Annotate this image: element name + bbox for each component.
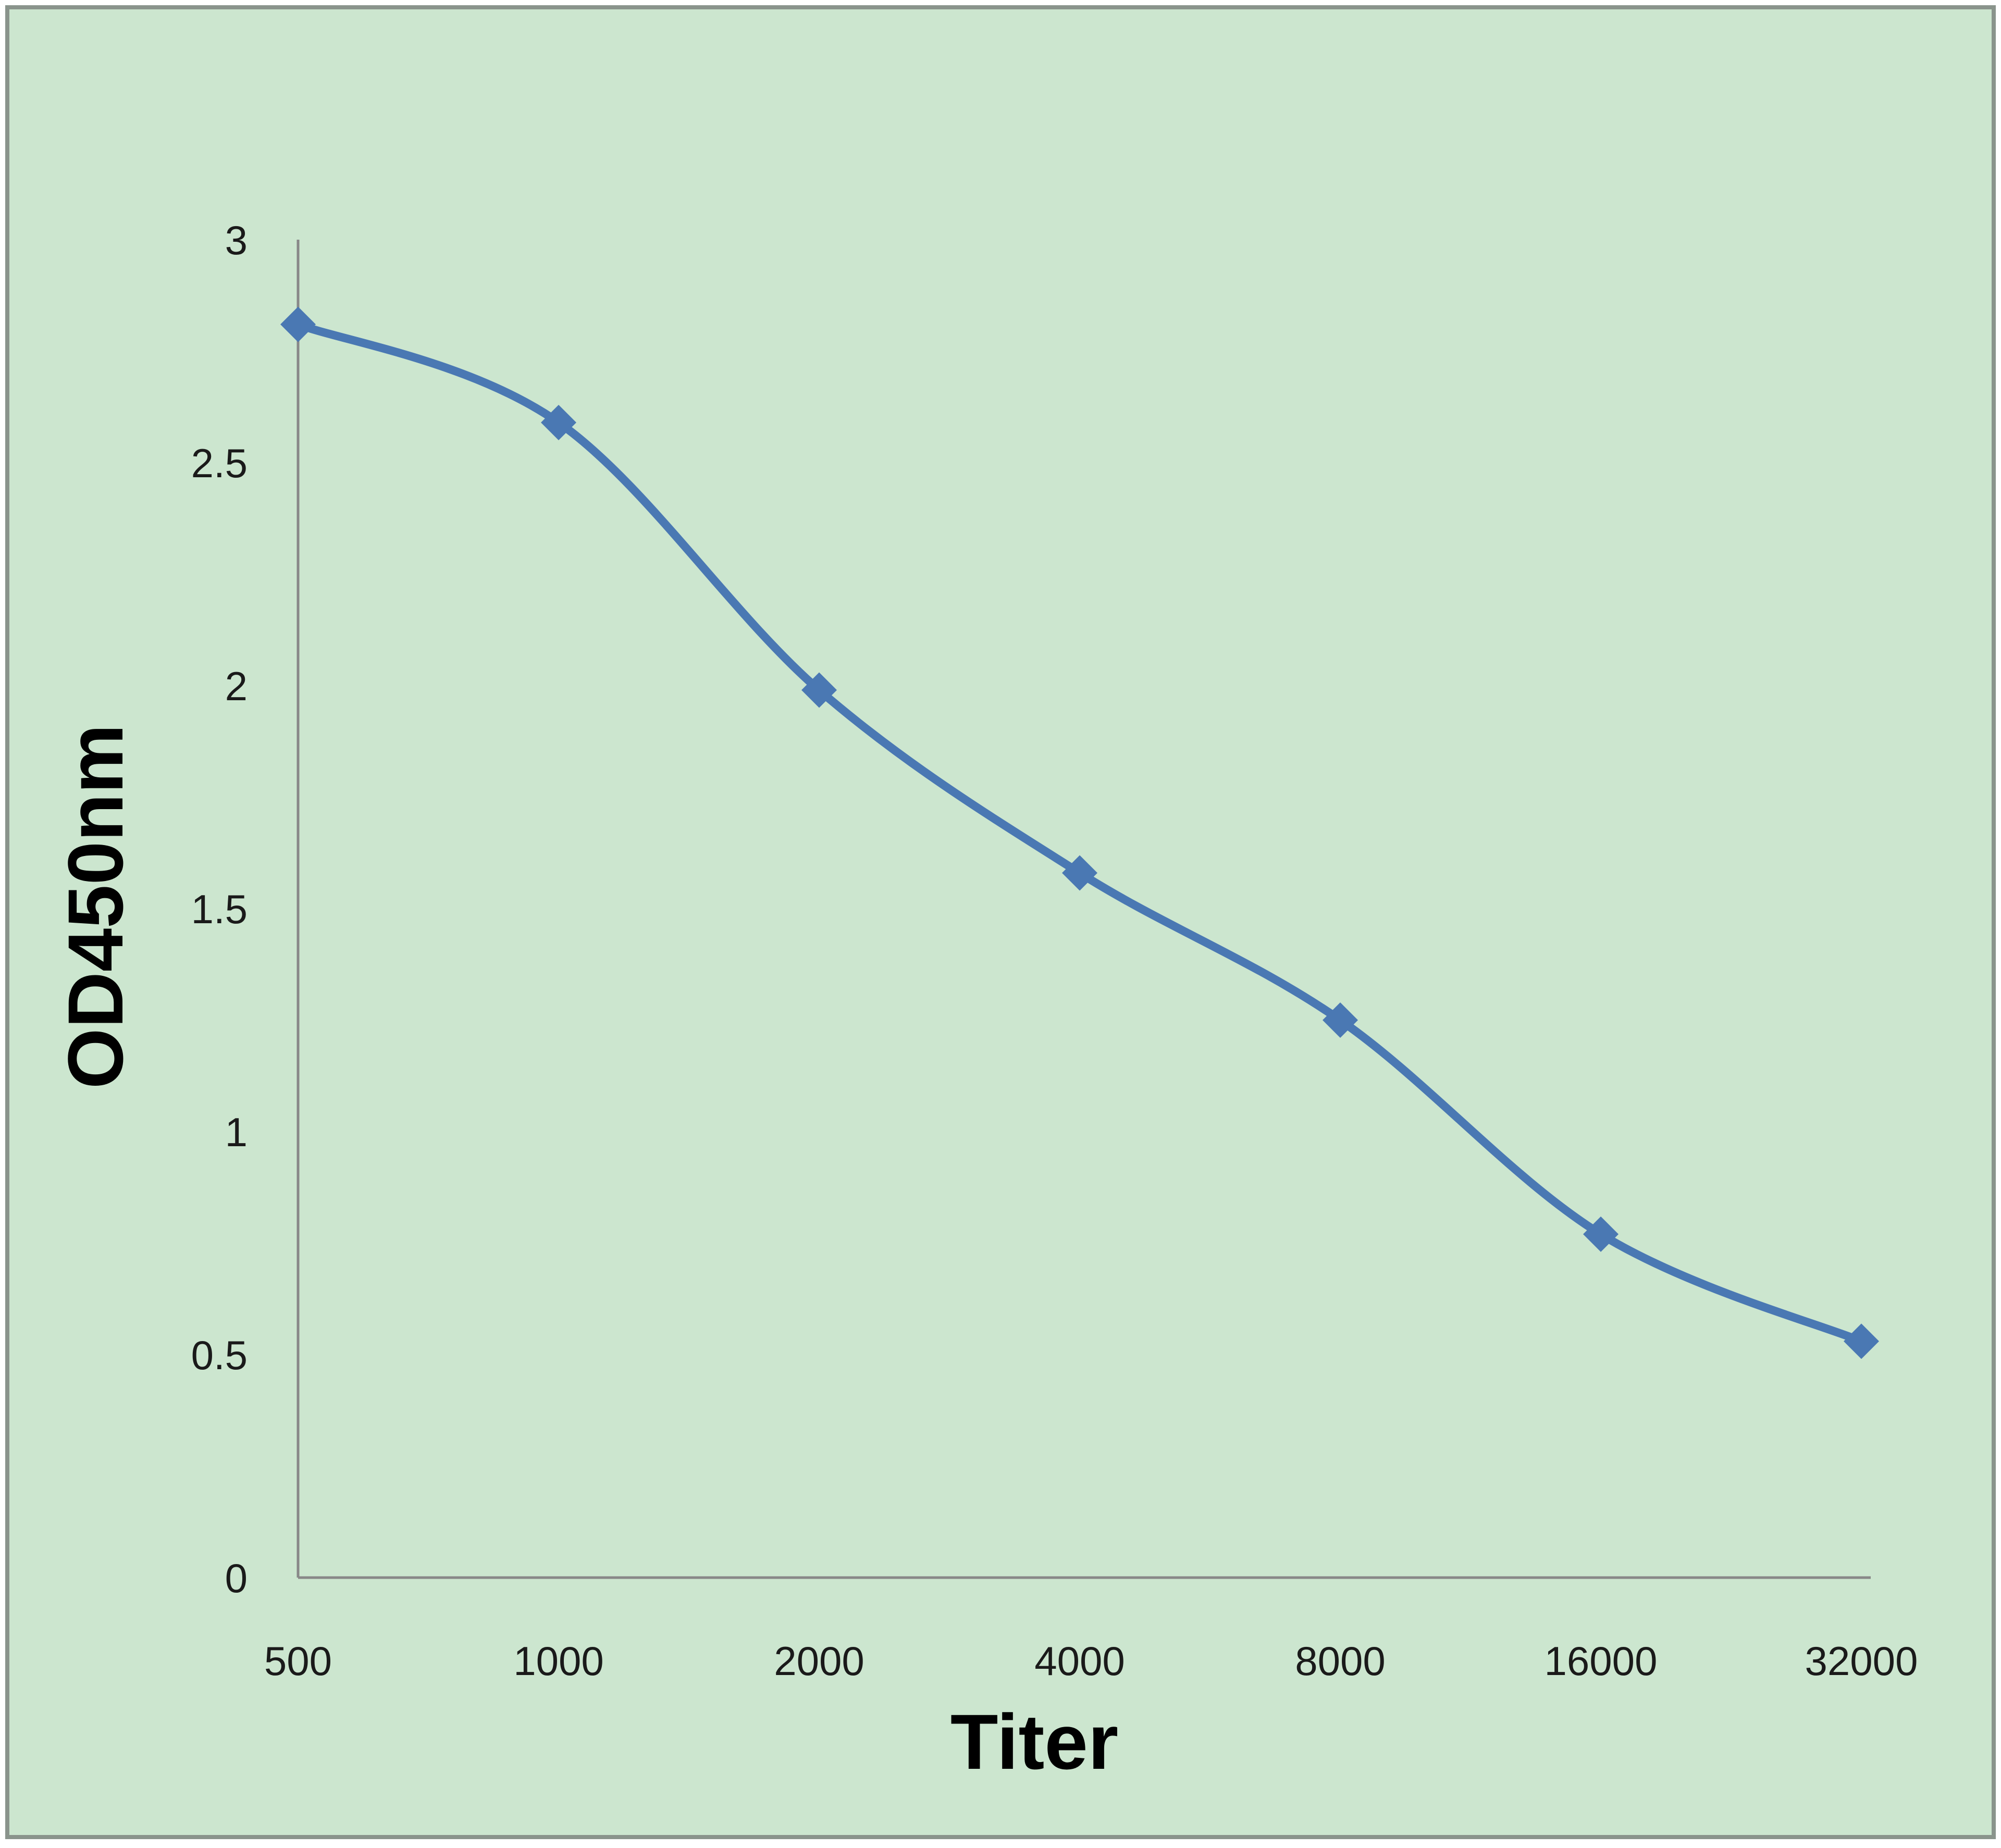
y-axis-ticks: 0 0.5 1 1.5 2 2.5 3 (191, 217, 248, 1601)
x-tick-label: 4000 (1034, 1638, 1125, 1684)
x-tick-label: 2000 (774, 1638, 864, 1684)
y-tick-label: 2.5 (191, 440, 248, 486)
y-axis-title: OD450nm (52, 724, 139, 1089)
data-point-marker (1583, 1216, 1619, 1252)
x-tick-label: 1000 (513, 1638, 604, 1684)
x-tick-label: 16000 (1545, 1638, 1658, 1684)
y-tick-label: 0.5 (191, 1332, 248, 1378)
x-tick-label: 500 (264, 1638, 332, 1684)
x-tick-label: 8000 (1295, 1638, 1386, 1684)
data-point-marker (1062, 855, 1097, 891)
y-tick-label: 0 (225, 1555, 248, 1601)
chart-background (5, 5, 1996, 1839)
series-markers (280, 306, 1879, 1359)
data-point-marker (541, 404, 576, 440)
data-point-marker (1323, 1002, 1358, 1038)
y-tick-label: 1 (225, 1109, 248, 1155)
x-axis-title: Titer (950, 1698, 1118, 1785)
x-axis-ticks: 500 1000 2000 4000 8000 16000 32000 (264, 1638, 1918, 1684)
y-tick-label: 2 (225, 663, 248, 709)
data-point-marker (801, 672, 837, 708)
y-tick-label: 1.5 (191, 886, 248, 932)
data-point-marker (280, 306, 316, 342)
y-tick-label: 3 (225, 217, 248, 263)
data-point-marker (1844, 1323, 1879, 1359)
x-tick-label: 32000 (1805, 1638, 1918, 1684)
